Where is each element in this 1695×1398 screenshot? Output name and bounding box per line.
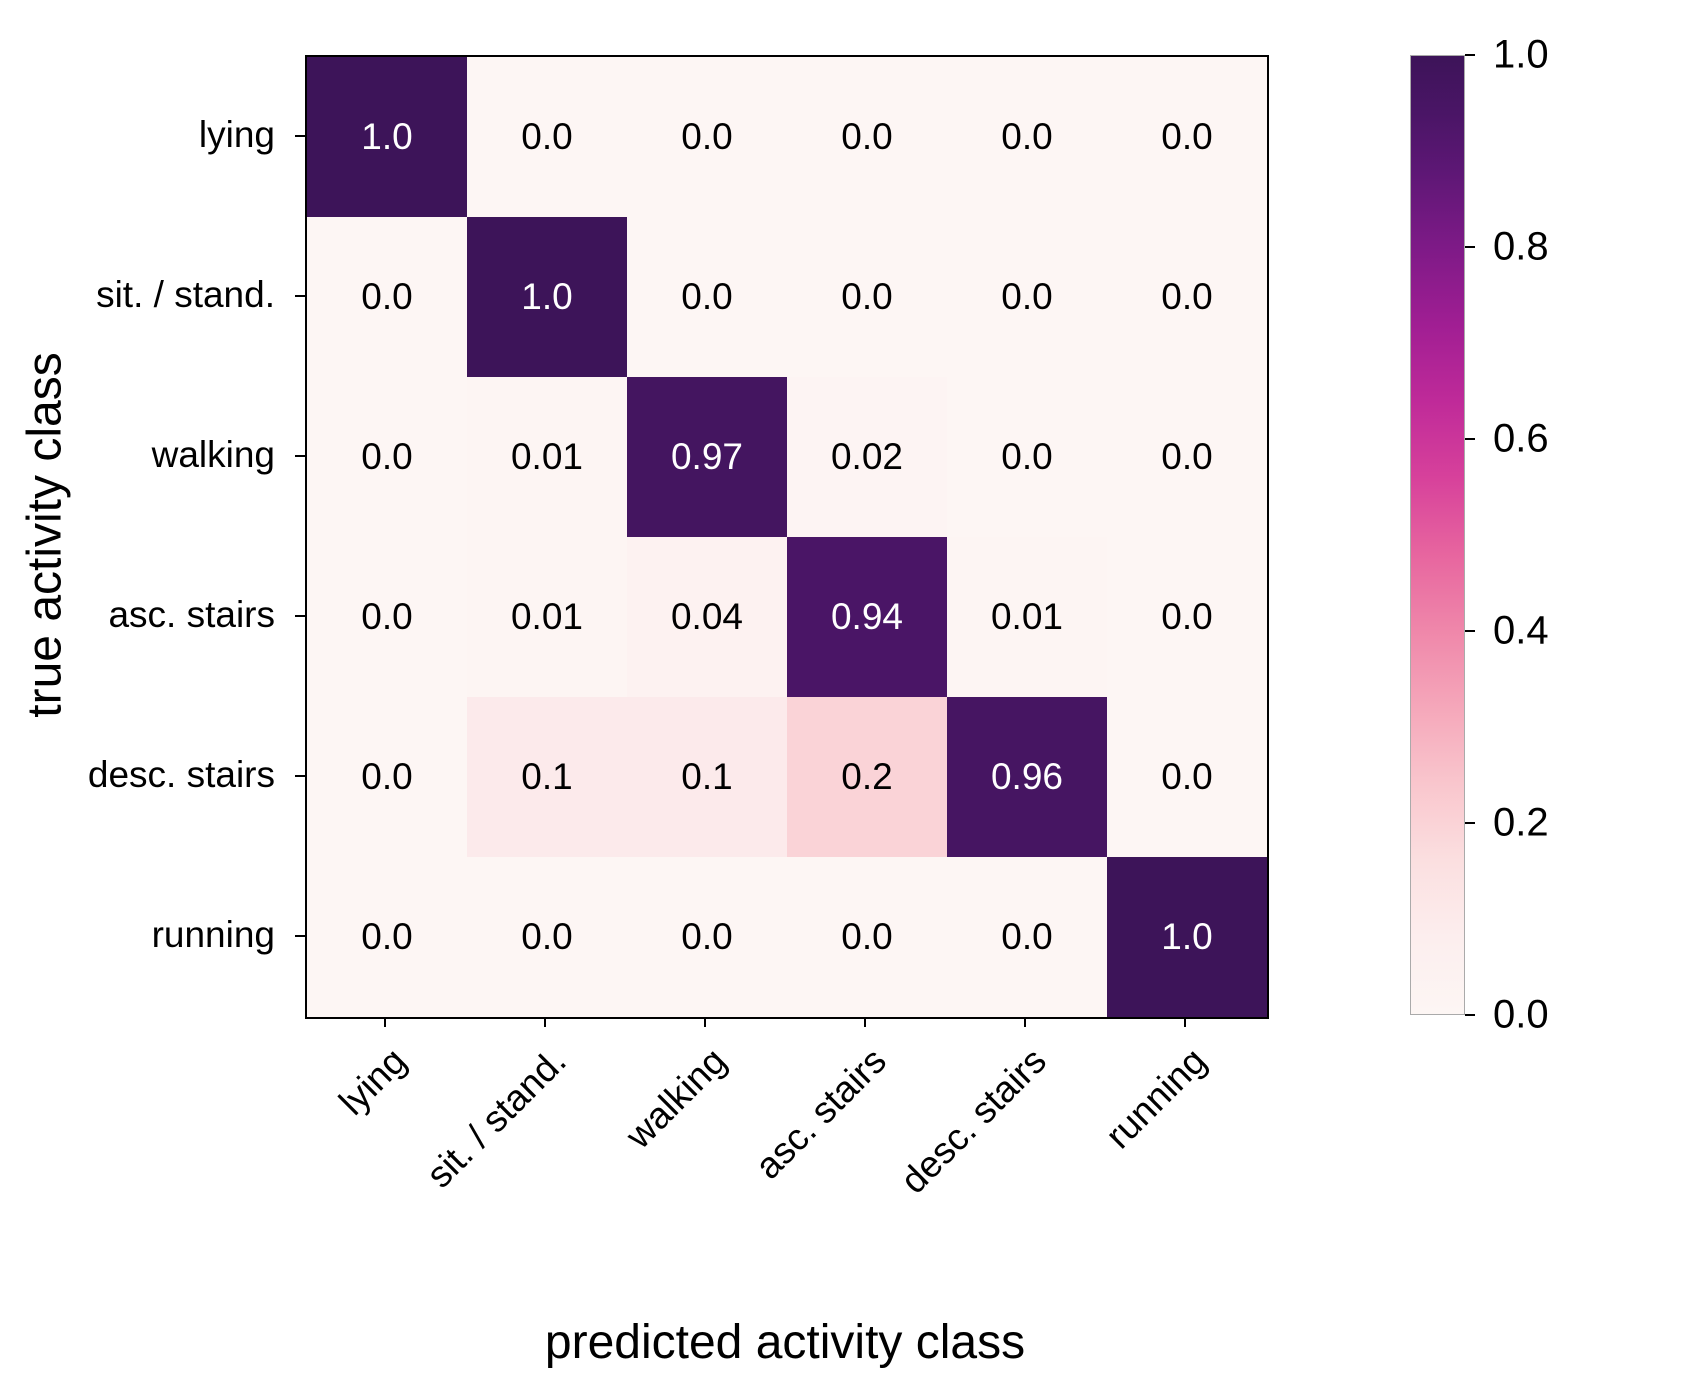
heatmap-cell: 0.96 xyxy=(947,697,1107,857)
colorbar-tick-line xyxy=(1465,822,1475,824)
colorbar-tick-label: 0.2 xyxy=(1493,801,1549,846)
y-tick-label: desc. stairs xyxy=(0,695,275,855)
heatmap-cell: 0.0 xyxy=(787,857,947,1017)
y-tick-label: running xyxy=(0,855,275,1015)
heatmap-cell: 0.0 xyxy=(627,57,787,217)
heatmap-cell: 0.94 xyxy=(787,537,947,697)
heatmap-area: 1.00.00.00.00.00.00.01.00.00.00.00.00.00… xyxy=(305,55,1269,1019)
heatmap-cell: 0.2 xyxy=(787,697,947,857)
x-tick-label: asc. stairs xyxy=(747,1040,894,1187)
heatmap-cell: 0.0 xyxy=(467,857,627,1017)
heatmap-cell: 1.0 xyxy=(307,57,467,217)
y-tick-line xyxy=(295,615,305,617)
heatmap-cell: 0.0 xyxy=(1107,697,1267,857)
heatmap-cell: 0.0 xyxy=(1107,57,1267,217)
y-tick-line xyxy=(295,455,305,457)
y-axis-title: true activity class xyxy=(18,352,73,717)
heatmap-cell: 0.0 xyxy=(307,857,467,1017)
heatmap-cell: 0.0 xyxy=(307,377,467,537)
y-tick-line xyxy=(295,935,305,937)
heatmap-cell: 1.0 xyxy=(1107,857,1267,1017)
y-tick-label: sit. / stand. xyxy=(0,215,275,375)
y-tick-line xyxy=(295,135,305,137)
x-tick-label: walking xyxy=(618,1040,735,1157)
heatmap-cell: 0.0 xyxy=(947,57,1107,217)
x-axis-title: predicted activity class xyxy=(545,1315,1025,1370)
heatmap-cell: 0.1 xyxy=(467,697,627,857)
x-tick-line xyxy=(1024,1017,1026,1027)
colorbar-tick-label: 1.0 xyxy=(1493,33,1549,78)
heatmap-cell: 0.0 xyxy=(627,857,787,1017)
colorbar xyxy=(1410,55,1465,1015)
heatmap-cell: 0.0 xyxy=(787,57,947,217)
heatmap-cell: 0.0 xyxy=(1107,537,1267,697)
heatmap-cell: 0.01 xyxy=(947,537,1107,697)
heatmap-cell: 0.0 xyxy=(1107,377,1267,537)
heatmap-cell: 0.0 xyxy=(627,217,787,377)
colorbar-tick-label: 0.6 xyxy=(1493,417,1549,462)
x-tick-line xyxy=(704,1017,706,1027)
colorbar-tick-line xyxy=(1465,246,1475,248)
heatmap-cell: 0.01 xyxy=(467,537,627,697)
colorbar-tick-line xyxy=(1465,54,1475,56)
heatmap-cell: 0.0 xyxy=(467,57,627,217)
heatmap-grid: 1.00.00.00.00.00.00.01.00.00.00.00.00.00… xyxy=(305,55,1269,1019)
colorbar-tick-label: 0.4 xyxy=(1493,609,1549,654)
colorbar-tick-label: 0.8 xyxy=(1493,225,1549,270)
x-tick-label: desc. stairs xyxy=(893,1040,1055,1202)
x-tick-line xyxy=(1184,1017,1186,1027)
heatmap-cell: 0.0 xyxy=(947,857,1107,1017)
heatmap-cell: 0.0 xyxy=(787,217,947,377)
x-tick-label: running xyxy=(1098,1040,1215,1157)
x-tick-line xyxy=(384,1017,386,1027)
heatmap-cell: 0.97 xyxy=(627,377,787,537)
heatmap-cell: 0.0 xyxy=(307,537,467,697)
x-tick-label: lying xyxy=(331,1040,415,1124)
heatmap-cell: 0.04 xyxy=(627,537,787,697)
colorbar-tick-line xyxy=(1465,1014,1475,1016)
x-tick-line xyxy=(544,1017,546,1027)
heatmap-cell: 0.02 xyxy=(787,377,947,537)
x-tick-label: sit. / stand. xyxy=(418,1040,574,1196)
heatmap-cell: 0.0 xyxy=(947,377,1107,537)
y-tick-line xyxy=(295,295,305,297)
heatmap-cell: 1.0 xyxy=(467,217,627,377)
colorbar-tick-label: 0.0 xyxy=(1493,993,1549,1038)
heatmap-cell: 0.0 xyxy=(307,697,467,857)
heatmap-cell: 0.0 xyxy=(947,217,1107,377)
heatmap-cell: 0.0 xyxy=(1107,217,1267,377)
x-tick-line xyxy=(864,1017,866,1027)
confusion-matrix-chart: 1.00.00.00.00.00.00.01.00.00.00.00.00.00… xyxy=(0,0,1695,1398)
colorbar-tick-line xyxy=(1465,438,1475,440)
colorbar-tick-line xyxy=(1465,630,1475,632)
heatmap-cell: 0.0 xyxy=(307,217,467,377)
y-tick-line xyxy=(295,775,305,777)
y-tick-label: lying xyxy=(0,55,275,215)
heatmap-cell: 0.1 xyxy=(627,697,787,857)
heatmap-cell: 0.01 xyxy=(467,377,627,537)
